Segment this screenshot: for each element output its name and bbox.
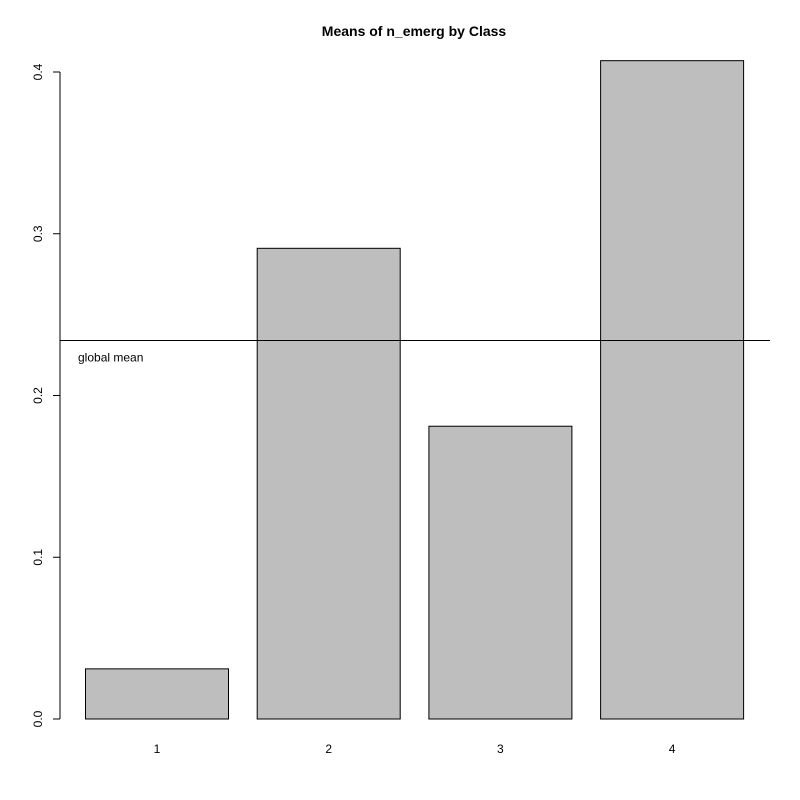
y-tick-label: 0.3: [31, 225, 45, 242]
x-tick-label: 3: [497, 742, 504, 756]
y-tick-label: 0.0: [31, 710, 45, 727]
bar-class-3: [428, 425, 573, 720]
bar-class-1: [85, 668, 229, 720]
chart-title: Means of n_emerg by Class: [322, 23, 507, 39]
x-tick-label: 1: [154, 742, 161, 756]
global-mean-reference: global mean: [60, 340, 770, 365]
x-tick-label: 2: [325, 742, 332, 756]
bar-class-2: [256, 247, 401, 720]
global-mean-label: global mean: [78, 351, 143, 365]
y-axis: 0.0 0.1 0.2 0.3 0.4: [31, 63, 61, 727]
x-axis-labels: 1 2 3 4: [154, 742, 676, 756]
bar-class-4: [600, 60, 745, 720]
bars: [85, 60, 745, 720]
x-tick-label: 4: [669, 742, 676, 756]
y-tick-label: 0.1: [31, 549, 45, 566]
y-tick-label: 0.2: [31, 387, 45, 404]
y-tick-label: 0.4: [31, 63, 45, 80]
